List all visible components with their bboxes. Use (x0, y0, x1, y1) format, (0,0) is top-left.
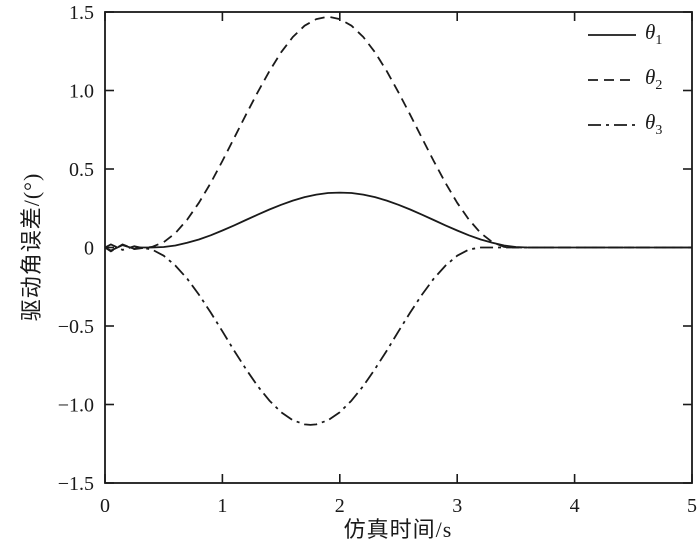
x-tick-label: 4 (570, 495, 580, 517)
y-tick-label: −0.5 (58, 316, 94, 338)
y-tick-label: 1.5 (69, 2, 94, 24)
series-theta2-curve (104, 15, 692, 253)
legend-line-sample (588, 124, 636, 126)
x-tick-label: 3 (452, 495, 462, 517)
legend-symbol: θ (645, 65, 656, 90)
y-tick-label: 0 (84, 238, 94, 260)
y-tick-label: −1.5 (58, 473, 94, 495)
legend-item-theta3: θ3 (588, 110, 662, 140)
legend-line-sample (588, 34, 636, 36)
series-theta1-curve (104, 191, 692, 252)
x-tick-label: 0 (100, 495, 110, 517)
legend-item-theta1: θ1 (588, 20, 662, 50)
legend-subscript: 2 (655, 78, 663, 94)
x-tick-label: 1 (217, 495, 227, 517)
y-axis-label: 驱动角误差/(°) (19, 172, 44, 322)
y-tick-label: −1.0 (58, 395, 94, 417)
legend-symbol: θ (645, 110, 656, 135)
legend-symbol: θ (645, 20, 656, 45)
series-theta3-curve (104, 243, 692, 426)
legend-subscript: 3 (655, 123, 663, 139)
legend-label: θ1 (645, 20, 662, 49)
legend-label: θ2 (645, 65, 662, 94)
x-tick-label: 2 (335, 495, 345, 517)
y-tick-label: 0.5 (69, 159, 94, 181)
legend-item-theta2: θ2 (588, 65, 662, 95)
legend-line-sample (588, 79, 636, 81)
legend-label: θ3 (645, 110, 662, 139)
x-axis-label: 仿真时间/s (343, 517, 453, 542)
x-tick-label: 5 (687, 495, 697, 517)
legend-subscript: 1 (655, 33, 663, 49)
legend: θ1 θ2 θ3 (588, 20, 662, 140)
y-tick-label: 1.0 (69, 81, 94, 103)
